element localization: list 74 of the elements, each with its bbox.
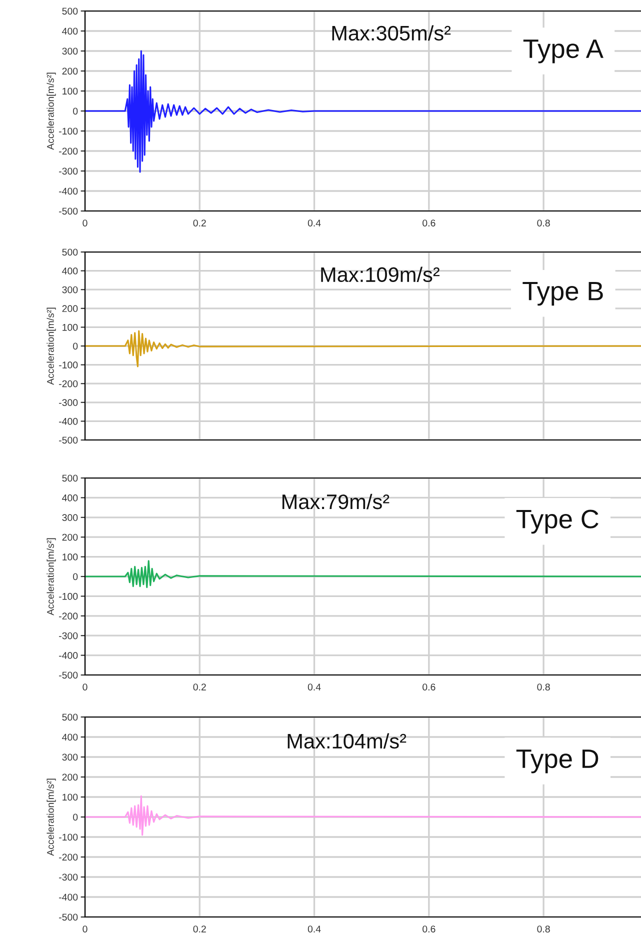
y-tick-label: -200 xyxy=(59,380,78,388)
y-tick-label: 300 xyxy=(62,48,78,55)
x-tick-label: 0.4 xyxy=(308,926,321,932)
y-tick-label: 100 xyxy=(62,324,78,331)
x-tick-label: 0 xyxy=(82,684,88,690)
y-tick-label: 100 xyxy=(62,794,78,801)
y-tick-label: -300 xyxy=(59,874,78,881)
y-tick-label: 500 xyxy=(62,714,78,721)
y-tick-label: -500 xyxy=(59,208,78,215)
y-tick-label: -100 xyxy=(59,362,78,368)
y-tick-label: -100 xyxy=(59,128,78,135)
y-tick-label: 0 xyxy=(73,814,78,821)
y-tick-label: -200 xyxy=(59,612,78,620)
annotation: Type C xyxy=(516,510,598,534)
y-tick-label: 0 xyxy=(73,573,78,580)
y-tick-label: 100 xyxy=(62,554,78,560)
y-tick-label: -400 xyxy=(59,188,78,195)
y-tick-label: 500 xyxy=(62,8,78,15)
x-tick-label: 0.8 xyxy=(537,684,550,690)
x-tick-label: 0 xyxy=(82,220,88,226)
x-tick-label: 0.6 xyxy=(422,220,436,226)
annotation: Type B xyxy=(522,282,603,306)
x-tick-label: 0 xyxy=(82,926,88,932)
annotation: Max:79m/s² xyxy=(282,494,390,510)
x-tick-label: 0.2 xyxy=(193,684,206,690)
x-tick-label: 0.6 xyxy=(422,684,436,690)
y-tick-label: 100 xyxy=(62,88,78,95)
y-tick-label: -300 xyxy=(59,632,78,640)
y-axis-title: Acceleration[m/s²] xyxy=(46,778,56,856)
y-tick-label: 300 xyxy=(62,286,78,294)
y-tick-label: -100 xyxy=(59,592,78,600)
y-tick-label: -500 xyxy=(59,672,78,679)
y-axis-title: Acceleration[m/s²] xyxy=(46,72,56,150)
annotation: Max:305m/s² xyxy=(332,25,451,41)
annotation: Type A xyxy=(523,40,604,64)
y-axis-title: Acceleration[m/s²] xyxy=(46,538,56,616)
y-tick-label: 200 xyxy=(62,774,78,781)
y-tick-label: 300 xyxy=(62,754,78,761)
y-tick-label: 300 xyxy=(62,514,78,522)
line-series xyxy=(85,560,641,588)
y-tick-label: 400 xyxy=(62,494,78,502)
annotation: Max:104m/s² xyxy=(288,733,406,749)
y-tick-label: 400 xyxy=(62,734,78,741)
y-tick-label: 400 xyxy=(62,268,78,274)
y-tick-label: 500 xyxy=(62,474,78,482)
y-axis-title: Acceleration[m/s²] xyxy=(46,308,56,385)
x-tick-label: 0.4 xyxy=(308,684,321,690)
y-tick-label: -300 xyxy=(59,399,78,406)
y-tick-label: 500 xyxy=(62,248,78,256)
y-tick-label: 200 xyxy=(62,305,78,312)
y-tick-label: -400 xyxy=(59,418,78,425)
x-tick-label: 0.4 xyxy=(308,220,321,226)
line-series xyxy=(85,795,641,836)
y-tick-label: 0 xyxy=(73,108,78,115)
y-tick-label: 400 xyxy=(62,28,78,35)
x-tick-label: 0.6 xyxy=(422,926,436,932)
y-tick-label: -300 xyxy=(59,168,78,175)
y-tick-label: -200 xyxy=(59,148,78,155)
y-tick-label: -400 xyxy=(59,652,78,659)
line-series xyxy=(85,330,641,368)
y-tick-label: -500 xyxy=(59,436,78,444)
y-tick-label: 200 xyxy=(62,68,78,75)
y-tick-label: -200 xyxy=(59,854,78,861)
x-tick-label: 0.8 xyxy=(537,220,550,226)
y-tick-label: -400 xyxy=(59,894,78,901)
annotation: Max:109m/s² xyxy=(321,266,440,282)
y-tick-label: -100 xyxy=(59,834,78,841)
x-tick-label: 0.2 xyxy=(193,926,206,932)
x-tick-label: 0.8 xyxy=(537,926,550,932)
y-tick-label: 0 xyxy=(73,342,78,350)
x-tick-label: 0.2 xyxy=(193,220,206,226)
y-tick-label: 200 xyxy=(62,534,78,541)
y-tick-label: -500 xyxy=(59,914,78,921)
annotation: Type D xyxy=(516,750,598,774)
